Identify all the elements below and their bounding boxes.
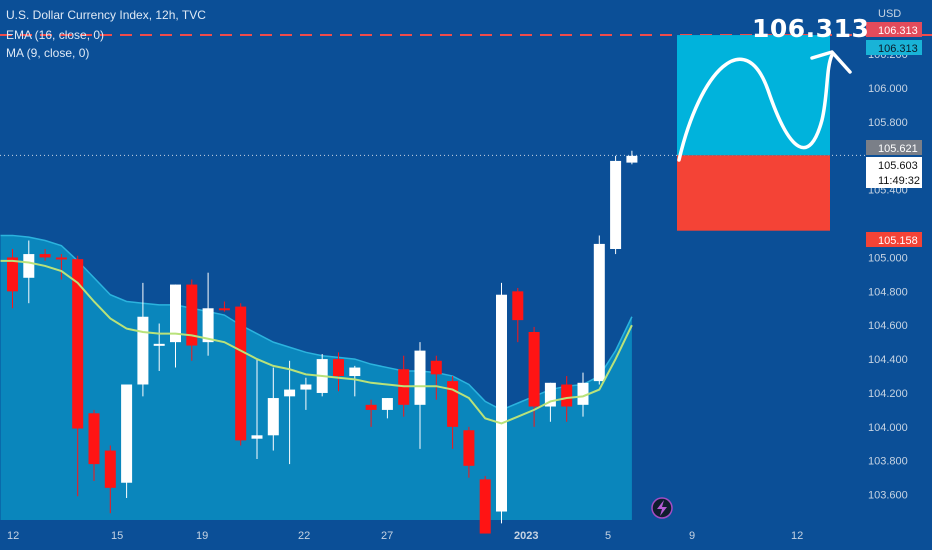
y-axis-tick: 106.000 (868, 83, 908, 95)
candle-bullish[interactable] (626, 155, 638, 163)
candle-bearish[interactable] (365, 404, 377, 410)
y-axis-tick: 104.000 (868, 422, 908, 434)
last-close-label: 105.621 (878, 143, 918, 155)
candle-bullish[interactable] (610, 160, 622, 249)
y-axis-tick: 103.800 (868, 456, 908, 468)
target-cyan-label-bg (866, 40, 922, 55)
y-axis-tick: 104.200 (868, 388, 908, 400)
y-axis-tick: 103.600 (868, 490, 908, 502)
target-price-annotation: 106.313 (752, 14, 870, 43)
y-axis-tick: 105.000 (868, 252, 908, 264)
forecast-wave-arrow[interactable] (677, 53, 834, 162)
candle-bearish[interactable] (186, 284, 198, 346)
candle-bullish[interactable] (251, 435, 263, 439)
target-red-label-bg (866, 22, 922, 37)
x-axis-tick: 12 (791, 530, 803, 542)
candle-bullish[interactable] (267, 398, 279, 436)
candle-bearish[interactable] (479, 479, 491, 534)
axis-currency-label: USD (878, 8, 901, 20)
x-axis-tick: 15 (111, 530, 123, 542)
candle-bearish[interactable] (218, 308, 230, 311)
candle-bearish[interactable] (430, 360, 442, 375)
y-axis-tick: 104.400 (868, 354, 908, 366)
x-axis-tick: 22 (298, 530, 310, 542)
candle-bullish[interactable] (202, 308, 214, 343)
candle-bearish[interactable] (39, 254, 51, 258)
y-axis-tick: 104.600 (868, 320, 908, 332)
x-axis-tick: 27 (381, 530, 393, 542)
candle-bullish[interactable] (300, 384, 312, 390)
stop-zone-box[interactable] (677, 155, 830, 231)
countdown-label: 11:49:32 (878, 175, 920, 187)
candle-bearish[interactable] (88, 413, 100, 465)
candle-bearish[interactable] (463, 430, 475, 466)
ma-legend[interactable]: MA (9, close, 0) (6, 46, 90, 60)
target-cyan-label: 106.313 (878, 43, 918, 55)
candle-bearish[interactable] (235, 306, 247, 441)
candle-bullish[interactable] (381, 398, 393, 410)
candle-bullish[interactable] (544, 382, 556, 407)
x-axis-tick: 19 (196, 530, 208, 542)
candle-bullish[interactable] (577, 382, 589, 405)
candle-bullish[interactable] (137, 316, 149, 385)
x-axis-tick: 2023 (514, 530, 538, 542)
candle-bullish[interactable] (496, 294, 507, 512)
candle-bearish[interactable] (7, 257, 18, 292)
candle-bearish[interactable] (528, 331, 540, 407)
candle-bearish[interactable] (72, 259, 84, 429)
candle-bearish[interactable] (512, 291, 524, 321)
last-close-label-bg (866, 140, 922, 155)
candle-bullish[interactable] (170, 284, 181, 343)
candle-bullish[interactable] (121, 384, 133, 483)
chart-title[interactable]: U.S. Dollar Currency Index, 12h, TVC (6, 8, 206, 22)
current-price-label-bg (866, 157, 922, 188)
candle-bearish[interactable] (55, 257, 67, 260)
stop-label-bg (866, 232, 922, 247)
ema-line (0, 234, 633, 411)
lightning-bolt-glyph (657, 500, 667, 516)
candle-bearish[interactable] (104, 450, 116, 488)
ma-line (0, 259, 633, 425)
stop-label: 105.158 (878, 235, 918, 247)
candle-bearish[interactable] (561, 384, 573, 407)
y-axis-tick: 105.800 (868, 117, 908, 129)
candle-bullish[interactable] (153, 343, 165, 346)
current-price-label: 105.603 (878, 160, 918, 172)
x-axis-tick: 9 (689, 530, 695, 542)
candle-bearish[interactable] (333, 359, 344, 377)
candle-bearish[interactable] (447, 381, 459, 427)
candle-bullish[interactable] (284, 389, 296, 397)
candle-bullish[interactable] (349, 367, 361, 377)
x-axis-tick: 5 (605, 530, 611, 542)
candle-bullish[interactable] (593, 243, 605, 382)
candle-bullish[interactable] (414, 350, 426, 405)
ema-legend[interactable]: EMA (16, close, 0) (6, 28, 105, 42)
x-axis-tick: 12 (7, 530, 19, 542)
y-axis-tick: 104.800 (868, 286, 908, 298)
target-red-label: 106.313 (878, 25, 918, 37)
forecast-arrow-head (810, 50, 852, 74)
candle-bullish[interactable] (23, 254, 35, 278)
